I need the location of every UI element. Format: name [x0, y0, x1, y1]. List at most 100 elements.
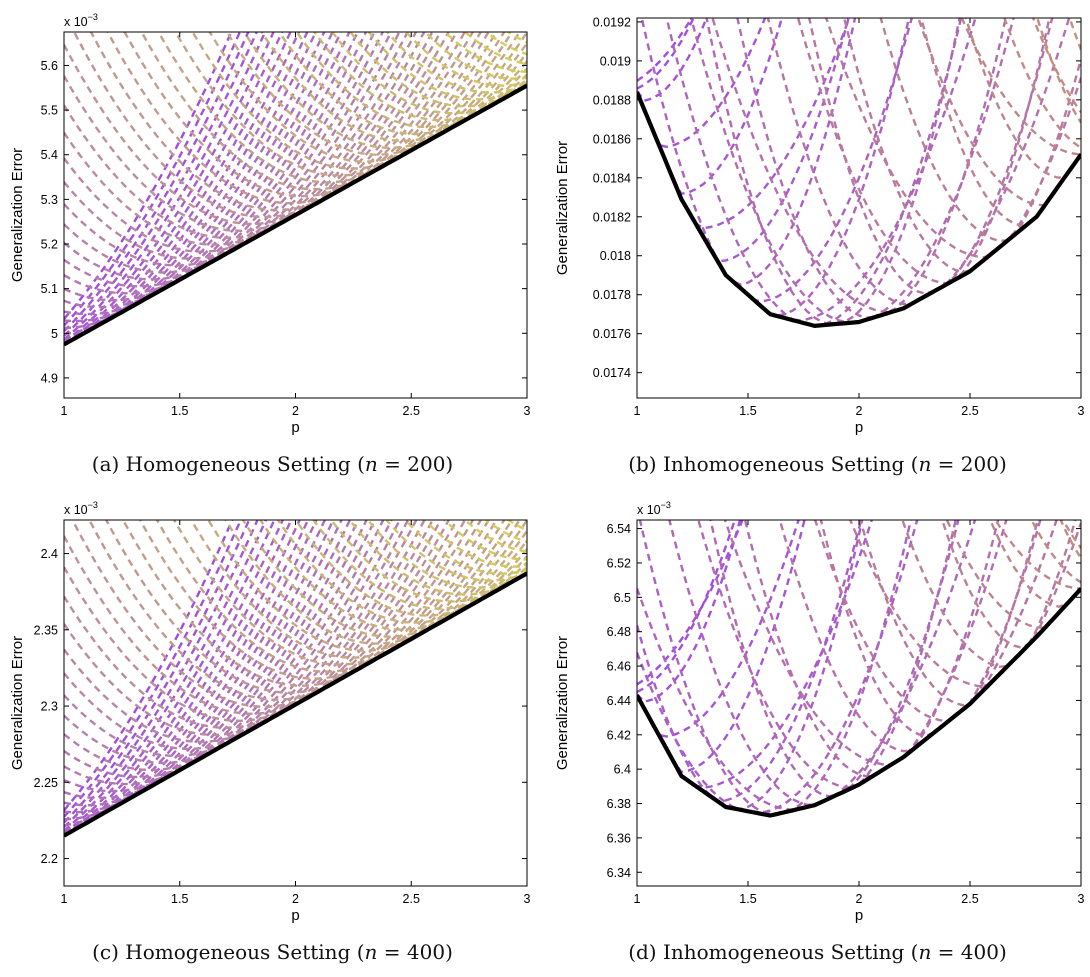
- y-tick-label: 0.0184: [593, 171, 631, 185]
- dashed-curve-48: [423, 32, 527, 80]
- dashed-curve-18: [813, 520, 1081, 723]
- dashed-curve-34: [172, 520, 514, 666]
- frontier-line: [64, 571, 527, 838]
- dashed-curve-54: [64, 488, 527, 501]
- dashed-curve-5: [64, 32, 275, 344]
- dashed-curve-21: [879, 18, 1081, 243]
- x-tick-label: 2.5: [961, 404, 978, 418]
- dashed-curve-28: [1031, 18, 1081, 113]
- y-tick-label: 0.0186: [593, 132, 631, 146]
- y-tick-label: 0.0178: [593, 288, 631, 302]
- y-tick-label: 5.6: [41, 59, 58, 73]
- dashed-curve-13: [689, 18, 1015, 324]
- dashed-curve-17: [807, 18, 1051, 295]
- dashed-curve-23: [917, 18, 1081, 207]
- caption-b: (b) Inhomogeneous Setting (n = 200): [628, 452, 1007, 476]
- caption-d: (d) Inhomogeneous Setting (n = 400): [628, 940, 1007, 964]
- dashed-curve-44: [348, 520, 527, 596]
- y-axis-label: Generalization Error: [9, 636, 26, 770]
- dashed-curve-0: [637, 18, 694, 82]
- dashed-curve-38: [241, 520, 527, 638]
- x-tick-label: 1: [61, 892, 68, 906]
- dashed-curve-49: [442, 520, 527, 561]
- y-tick-label: 6.4: [614, 763, 631, 777]
- y-axis-label: Generalization Error: [9, 148, 26, 282]
- dashed-curve-31: [121, 520, 491, 687]
- dashed-curve-22: [920, 18, 1081, 227]
- x-tick-label: 1.5: [739, 892, 756, 906]
- dashed-curve-42: [312, 520, 527, 610]
- axes-box: [636, 17, 1082, 399]
- y-tick-label: 4.9: [41, 371, 58, 385]
- dashed-curve-35: [191, 32, 522, 170]
- dashed-curve-22: [64, 520, 418, 751]
- dashed-curve-24: [989, 520, 1081, 608]
- dashed-curve-43: [330, 32, 527, 115]
- dashed-curve-0: [64, 32, 233, 320]
- dashed-curve-19: [64, 520, 393, 772]
- dashed-curve-4: [637, 520, 806, 774]
- dashed-curve-16: [64, 32, 368, 302]
- dashed-curve-42: [313, 32, 527, 122]
- y-tick-label: 6.34: [607, 866, 631, 880]
- dashed-curves: [637, 18, 1081, 327]
- y-tick-label: 2.25: [34, 776, 58, 790]
- dashed-curve-53: [64, 488, 527, 517]
- dashed-curve-22: [64, 32, 418, 260]
- y-exponent-label: x 10−3: [637, 500, 671, 517]
- dashed-curve-9: [64, 32, 309, 344]
- y-tick-label: 6.44: [607, 694, 631, 708]
- x-tick-label: 2: [292, 892, 299, 906]
- dashed-curve-46: [385, 32, 527, 94]
- dashed-curve-30: [106, 32, 483, 205]
- dashed-curve-22: [940, 520, 1081, 650]
- dashed-curve-33: [155, 520, 506, 673]
- dashed-curve-11: [64, 520, 327, 827]
- dashed-curve-4: [64, 32, 267, 341]
- frontier-line: [637, 587, 1081, 818]
- dashed-curve-53: [64, 0, 527, 29]
- x-tick-label: 3: [1078, 892, 1085, 906]
- dashed-curve-32: [138, 520, 498, 680]
- dashed-curve-2: [64, 32, 250, 332]
- y-tick-label: 2.3: [41, 700, 58, 714]
- caption-a: (a) Homogeneous Setting (n = 200): [91, 452, 454, 476]
- dashed-curve-29: [88, 520, 475, 701]
- dashed-curve-41: [294, 520, 527, 617]
- x-tick-label: 2.5: [961, 892, 978, 906]
- y-axis-label: Generalization Error: [554, 636, 571, 770]
- y-tick-label: 5.2: [41, 238, 58, 252]
- x-tick-label: 1: [61, 404, 68, 418]
- y-tick-label: 5.3: [41, 193, 58, 207]
- frontier-line: [64, 83, 527, 347]
- y-tick-label: 5.5: [41, 104, 58, 118]
- dashed-curve-41: [295, 32, 527, 129]
- chart-c: 1 1.5 2 2.5 3 2.2 2.25 2.3 2.35 2.4 x 10−3 p General…: [9, 488, 531, 924]
- dashed-curve-15: [711, 18, 1071, 314]
- dashed-curve-17: [819, 520, 1039, 738]
- y-tick-label: 2.2: [41, 852, 58, 866]
- dashed-curve-16: [766, 18, 1054, 306]
- dashed-curve-49: [443, 32, 527, 73]
- dashed-curve-0: [64, 520, 234, 812]
- dashed-curve-8: [637, 520, 919, 814]
- x-tick-label: 2: [856, 892, 863, 906]
- dashed-curve-11: [668, 520, 960, 807]
- y-tick-label: 5: [51, 327, 58, 341]
- y-tick-label: 6.54: [607, 522, 631, 536]
- dashed-curves: [64, 0, 527, 346]
- dashed-curve-10: [64, 32, 318, 340]
- dashed-curves: [64, 488, 527, 837]
- dashed-curve-0: [637, 520, 744, 686]
- dashed-curve-36: [208, 32, 527, 163]
- dashed-curve-28: [71, 520, 467, 709]
- x-axis-label: p: [291, 907, 299, 924]
- dashed-curve-16: [778, 520, 1042, 753]
- y-tick-label: 0.0176: [593, 327, 631, 341]
- dashed-curve-20: [64, 520, 402, 765]
- panel-d: 1 1.5 2 2.5 3 6.34 6.36 6.38 6.4 6.42 6.44 6.46 6.48…: [545, 488, 1090, 976]
- y-exponent-label: x 10−3: [64, 500, 98, 517]
- y-tick-label: 5.1: [41, 282, 58, 296]
- x-tick-label: 1: [634, 404, 641, 418]
- y-tick-label: 2.35: [34, 623, 58, 637]
